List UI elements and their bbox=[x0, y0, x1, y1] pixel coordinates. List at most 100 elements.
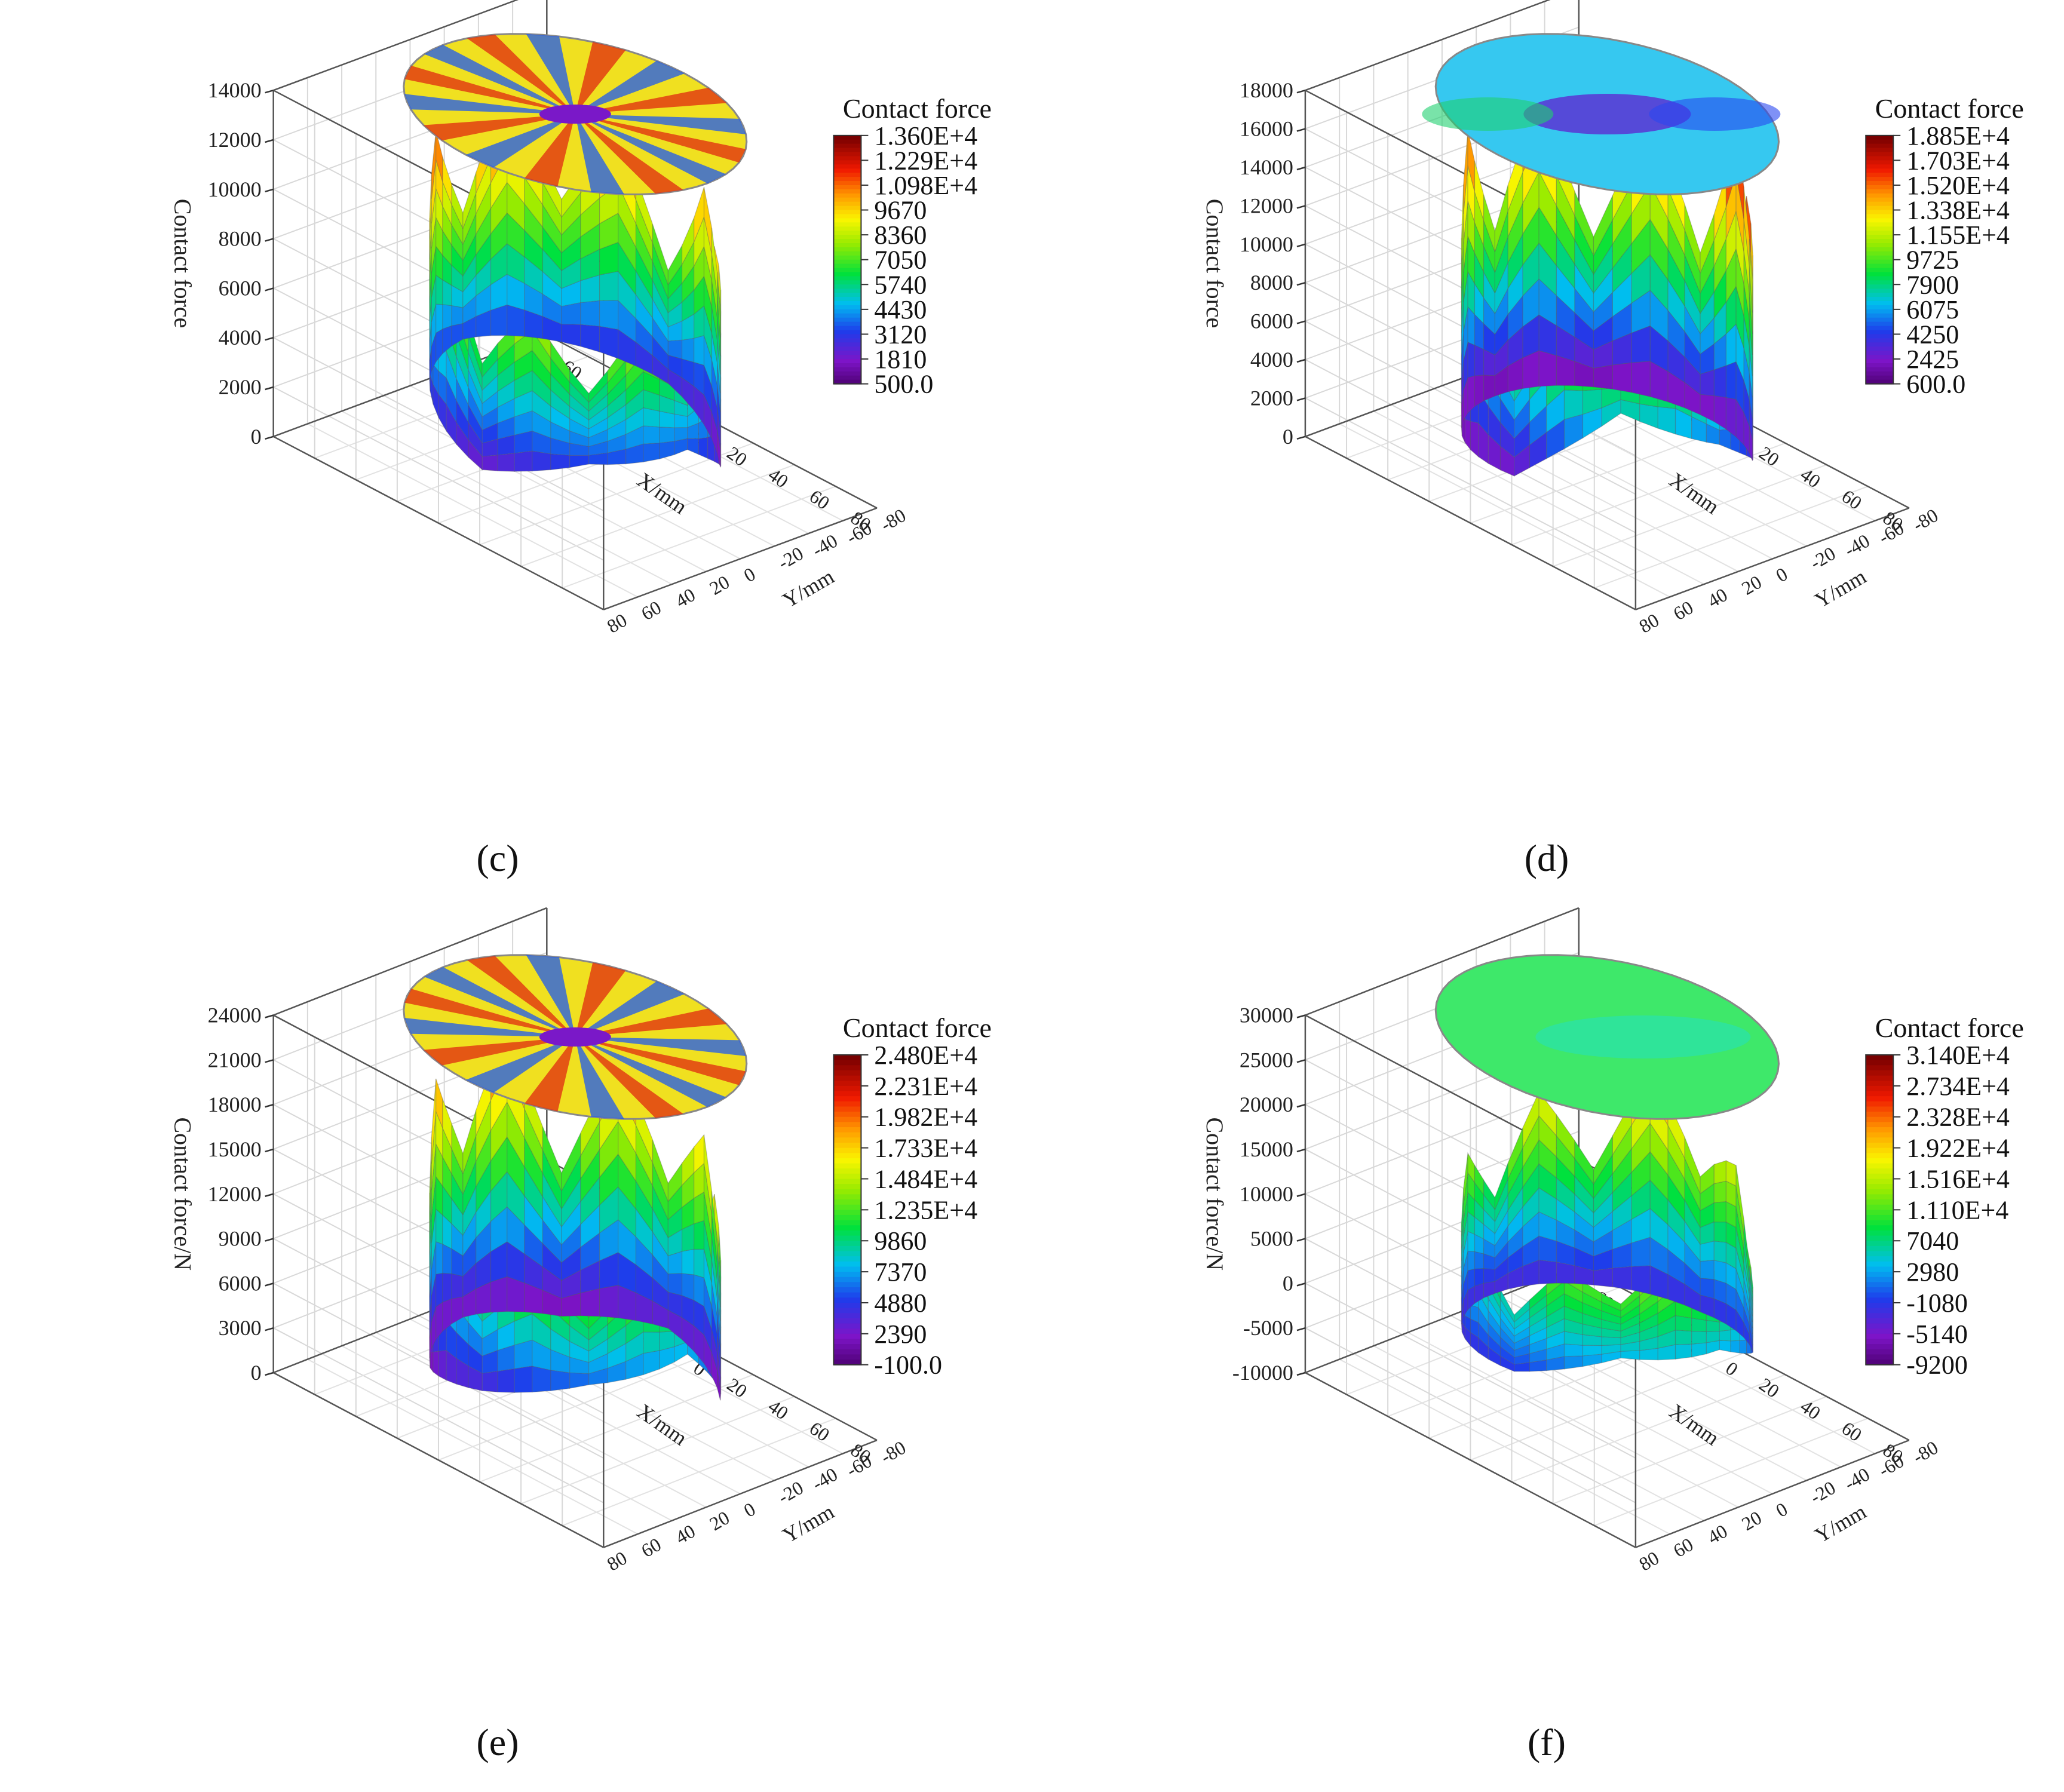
z-tick-label: 5000 bbox=[1250, 1227, 1293, 1251]
legend-swatch bbox=[833, 305, 861, 310]
legend-swatch bbox=[833, 1060, 861, 1066]
legend-title: Contact force bbox=[843, 93, 992, 124]
legend-swatch bbox=[1866, 1204, 1894, 1211]
legend-swatch bbox=[833, 1287, 861, 1293]
legend-swatch bbox=[1866, 1323, 1894, 1330]
surface-facet bbox=[1674, 1343, 1692, 1360]
contour-disk bbox=[1422, 33, 1781, 195]
legend-swatch bbox=[1866, 1354, 1894, 1361]
chart-c: 0 2000 4000 6000 8000 10000 12000 14000 Contact … bbox=[170, 0, 992, 637]
surface bbox=[1461, 1066, 1753, 1372]
legend-swatch bbox=[833, 1333, 861, 1340]
grid-line bbox=[479, 1374, 754, 1483]
legend-swatch bbox=[833, 371, 861, 376]
legend-swatch bbox=[833, 1266, 861, 1273]
z-tick bbox=[1296, 1193, 1306, 1197]
grid-line bbox=[1594, 486, 1869, 589]
z-tick bbox=[1296, 1103, 1306, 1108]
legend-label: 1.484E+4 bbox=[874, 1164, 977, 1193]
surface-facet bbox=[698, 437, 709, 459]
surface-facet bbox=[659, 1331, 675, 1351]
chart-e: 0 3000 6000 9000 12000 15000 18000 21000 24000 Co… bbox=[170, 907, 992, 1575]
surface-facet bbox=[1631, 1265, 1651, 1295]
z-tick-label: 8000 bbox=[219, 227, 262, 251]
legend-swatch bbox=[1866, 1266, 1894, 1273]
legend-swatch bbox=[833, 259, 861, 265]
z-tick-label: 8000 bbox=[1250, 271, 1293, 294]
z-tick-label: 2000 bbox=[219, 375, 262, 399]
legend-swatch bbox=[1866, 1302, 1894, 1309]
legend-swatch bbox=[833, 1344, 861, 1350]
disk-ray bbox=[424, 1037, 575, 1066]
legend-label: 1.520E+4 bbox=[1906, 171, 2010, 200]
z-tick bbox=[265, 1148, 274, 1153]
legend-swatch bbox=[1866, 152, 1894, 157]
legend-swatch bbox=[1866, 1147, 1894, 1154]
legend-swatch bbox=[1866, 218, 1894, 223]
z-tick bbox=[265, 386, 274, 391]
legend-swatch bbox=[833, 1122, 861, 1128]
legend-swatch bbox=[1866, 173, 1894, 178]
legend-swatch bbox=[833, 156, 861, 161]
surface-facet bbox=[438, 1349, 447, 1381]
surface-facet bbox=[436, 1241, 443, 1275]
z-axis-label: Contact force bbox=[170, 199, 197, 329]
surface-facet bbox=[442, 304, 452, 330]
surface-facet bbox=[1483, 1268, 1496, 1284]
disk-ray bbox=[575, 1037, 726, 1107]
surface-facet bbox=[681, 1273, 695, 1301]
legend-swatch bbox=[833, 152, 861, 157]
contour-disk bbox=[403, 954, 748, 1120]
y-tick-label: 80 bbox=[1635, 1546, 1663, 1575]
z-tick-label: 15000 bbox=[208, 1137, 262, 1161]
legend-swatch bbox=[833, 1210, 861, 1216]
legend-swatch bbox=[833, 243, 861, 248]
legend-swatch bbox=[1866, 210, 1894, 215]
legend-swatch bbox=[833, 164, 861, 170]
grid-line bbox=[1511, 442, 1786, 545]
surface-facet bbox=[1563, 1355, 1584, 1370]
surface-facet bbox=[1719, 428, 1731, 450]
surface-facet bbox=[681, 1248, 695, 1275]
surface-facet bbox=[1631, 361, 1651, 397]
z-tick-label: 14000 bbox=[208, 78, 262, 102]
legend-swatch bbox=[833, 317, 861, 323]
legend-swatch bbox=[833, 197, 861, 202]
surface-facet bbox=[569, 455, 590, 468]
legend-label: 1.098E+4 bbox=[874, 171, 977, 200]
chart-d: 0 2000 4000 6000 8000 10000 12000 14000 16000 180… bbox=[1201, 0, 2024, 637]
panel-f: -10000 -5000 0 5000 10000 15000 20000 25000 3000… bbox=[1032, 896, 2064, 1690]
legend-swatch bbox=[833, 272, 861, 277]
legend-label: -1080 bbox=[1906, 1288, 1968, 1318]
legend-swatch bbox=[833, 226, 861, 232]
grid-line bbox=[520, 1395, 795, 1505]
disk-ray bbox=[575, 962, 626, 1038]
legend-swatch bbox=[833, 276, 861, 281]
axis-line bbox=[1305, 1371, 1636, 1548]
legend-swatch bbox=[833, 1230, 861, 1236]
legend-swatch bbox=[833, 1251, 861, 1257]
surface-facet bbox=[694, 1220, 705, 1250]
legend-swatch bbox=[833, 205, 861, 211]
legend-swatch bbox=[833, 293, 861, 298]
legend-swatch bbox=[833, 1214, 861, 1221]
surface-facet bbox=[599, 300, 619, 330]
z-tick-label: 0 bbox=[1283, 1271, 1293, 1295]
surface-facet bbox=[442, 1243, 452, 1275]
legend-swatch bbox=[833, 1199, 861, 1205]
surface-facet bbox=[507, 304, 525, 337]
surface-facet bbox=[569, 1372, 590, 1389]
legend-swatch bbox=[833, 1323, 861, 1330]
legend-swatch bbox=[833, 346, 861, 352]
legend-label: 5740 bbox=[874, 270, 927, 299]
legend-swatch bbox=[833, 1127, 861, 1133]
legend-swatch bbox=[1866, 1272, 1894, 1278]
legend-swatch bbox=[1866, 1282, 1894, 1288]
legend-swatch bbox=[833, 1055, 861, 1061]
legend-swatch bbox=[1866, 181, 1894, 186]
legend-swatch bbox=[833, 1081, 861, 1087]
legend-swatch bbox=[1866, 1328, 1894, 1334]
z-tick-label: 6000 bbox=[1250, 309, 1293, 333]
surface-facet bbox=[1593, 364, 1614, 390]
legend-swatch bbox=[1866, 1277, 1894, 1283]
